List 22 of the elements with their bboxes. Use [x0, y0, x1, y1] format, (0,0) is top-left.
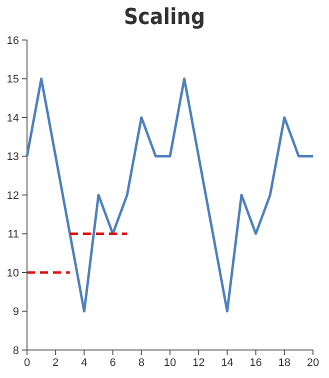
chart-title: Scaling — [124, 5, 206, 30]
x-tick-label: 0 — [24, 357, 30, 369]
x-tick-label: 14 — [221, 357, 234, 369]
x-tick-label: 20 — [306, 357, 320, 369]
y-tick-label: 8 — [12, 344, 19, 357]
x-tick-label: 2 — [52, 357, 59, 369]
y-tick-label: 14 — [6, 112, 19, 124]
y-tick-label: 16 — [6, 34, 19, 47]
y-tick-label: 9 — [12, 306, 19, 318]
x-tick-label: 8 — [138, 357, 144, 369]
x-tick-label: 18 — [278, 357, 291, 369]
y-tick-label: 15 — [6, 74, 19, 86]
y-tick-label: 10 — [6, 267, 19, 280]
line-series — [26, 78, 314, 312]
x-tick-label: 6 — [110, 357, 116, 369]
x-tick-label: 10 — [164, 357, 176, 369]
y-tick-label: 13 — [6, 151, 19, 164]
x-tick-label: 12 — [192, 357, 205, 369]
x-tick-label: 4 — [81, 357, 88, 369]
x-tick-label: 16 — [250, 357, 262, 369]
y-tick-label: 11 — [8, 228, 19, 241]
y-tick-label: 12 — [6, 190, 19, 202]
